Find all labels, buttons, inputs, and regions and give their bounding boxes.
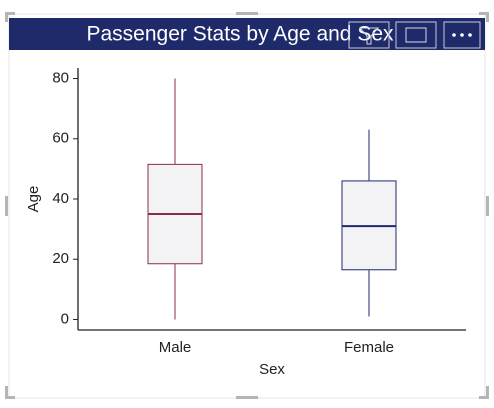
x-tick-label: Male [159, 339, 192, 356]
handle[interactable] [486, 12, 489, 22]
focus-glyph [405, 27, 427, 43]
y-tick-label: 80 [52, 70, 69, 87]
handle[interactable] [5, 386, 8, 396]
y-tick-label: 40 [52, 190, 69, 207]
handle[interactable] [236, 396, 258, 399]
filter-icon[interactable] [348, 21, 390, 49]
x-tick-label: Female [344, 339, 394, 356]
handle[interactable] [236, 12, 258, 15]
x-axis-title: Sex [259, 361, 285, 378]
handle[interactable] [5, 12, 15, 15]
y-tick-label: 0 [61, 310, 69, 327]
filter-glyph [358, 27, 380, 45]
dot [468, 33, 472, 37]
handle[interactable] [5, 196, 8, 216]
handle[interactable] [486, 386, 489, 396]
focus-icon[interactable] [395, 21, 437, 49]
toolbar[interactable] [348, 21, 481, 49]
y-axis-title: Age [25, 186, 42, 213]
resize-handles[interactable] [5, 12, 489, 399]
dot [452, 33, 456, 37]
visual-frame [8, 13, 486, 399]
handle[interactable] [479, 396, 489, 399]
y-tick-label: 60 [52, 130, 69, 147]
y-tick-label: 20 [52, 250, 69, 267]
dot [460, 33, 464, 37]
chart-title: Passenger Stats by Age and Sex [86, 23, 394, 46]
handle[interactable] [486, 196, 489, 216]
handle[interactable] [5, 396, 15, 399]
handle[interactable] [479, 12, 489, 15]
handle[interactable] [5, 12, 8, 22]
